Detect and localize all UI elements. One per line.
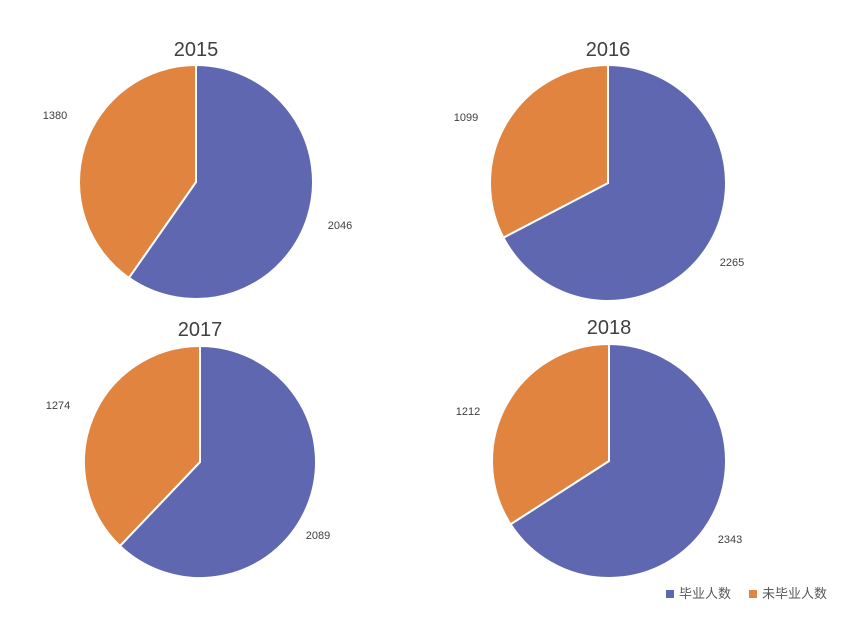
- data-label-not-graduated: 1099: [454, 112, 478, 124]
- pie-slice-graduated: [127, 63, 314, 300]
- pie-2017: 2017 2089 1274: [46, 319, 330, 579]
- legend-swatch-graduated: [666, 590, 674, 598]
- pie-slice-not-graduated: [489, 63, 609, 240]
- data-label-not-graduated: 1212: [456, 406, 480, 418]
- pie-slice-graduated: [509, 342, 727, 579]
- legend-label-not-graduated: 未毕业人数: [762, 587, 827, 602]
- chart-title: 2015: [174, 39, 219, 61]
- legend-swatch-not-graduated: [749, 590, 757, 598]
- pie-slice-not-graduated: [83, 344, 201, 548]
- data-label-not-graduated: 1274: [46, 400, 70, 412]
- data-label-graduated: 2265: [720, 257, 744, 269]
- data-label-graduated: 2089: [306, 530, 330, 542]
- chart-title: 2016: [586, 39, 631, 61]
- pie-slice-graduated: [118, 344, 317, 579]
- chart-title: 2017: [178, 319, 223, 341]
- chart-title: 2018: [587, 317, 632, 339]
- pie-slice-graduated: [502, 63, 727, 302]
- legend: 毕业人数 未毕业人数: [666, 587, 827, 602]
- data-label-graduated: 2343: [718, 534, 742, 546]
- data-label-not-graduated: 1380: [43, 110, 67, 122]
- pie-2016: 2016 2265 1099: [454, 39, 744, 302]
- data-label-graduated: 2046: [328, 220, 352, 232]
- legend-label-graduated: 毕业人数: [679, 587, 731, 602]
- pie-slice-not-graduated: [78, 63, 197, 280]
- pie-2018: 2018 2343 1212: [456, 317, 742, 579]
- pie-slice-not-graduated: [491, 342, 610, 526]
- pie-2015: 2015 2046 1380: [43, 39, 352, 300]
